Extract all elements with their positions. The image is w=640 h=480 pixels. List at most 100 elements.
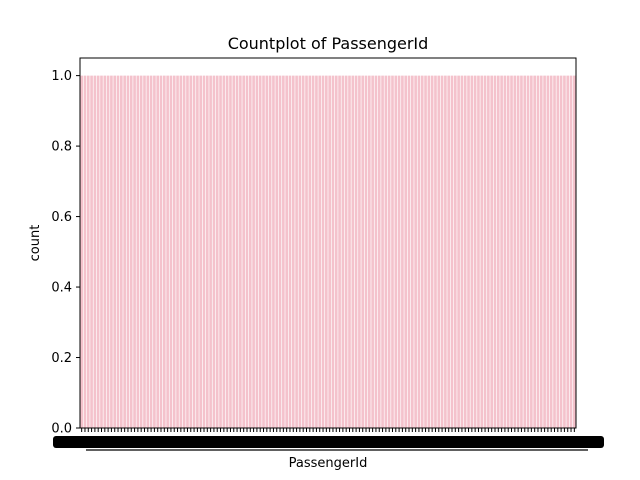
- bar: [417, 75, 421, 429]
- bar: [404, 75, 408, 429]
- bar: [239, 75, 242, 429]
- bar: [311, 75, 315, 429]
- bar: [103, 75, 107, 429]
- bar: [169, 75, 173, 429]
- y-tick-label: 0.0: [51, 422, 72, 437]
- bar: [394, 75, 398, 429]
- bar: [546, 75, 550, 429]
- bar: [543, 75, 546, 429]
- bar: [205, 75, 209, 429]
- bar: [453, 75, 457, 429]
- bar: [90, 75, 93, 429]
- bar: [520, 75, 523, 429]
- bar: [163, 75, 166, 429]
- bar: [341, 75, 345, 429]
- bar: [430, 75, 434, 429]
- bar: [202, 75, 206, 429]
- bar: [539, 75, 543, 429]
- bar: [209, 75, 212, 429]
- bar: [493, 75, 497, 429]
- bar: [338, 75, 341, 429]
- bar: [315, 75, 318, 429]
- bar: [374, 75, 378, 429]
- bar: [278, 75, 282, 429]
- bar: [361, 75, 365, 429]
- bar: [215, 75, 219, 429]
- bar: [460, 75, 464, 429]
- bar: [487, 75, 490, 429]
- bar: [440, 75, 444, 429]
- bar: [262, 75, 265, 429]
- bar: [559, 75, 563, 429]
- bar-group: [80, 75, 576, 429]
- bar: [255, 75, 259, 429]
- bar: [457, 75, 460, 429]
- bar: [106, 75, 110, 429]
- bar: [480, 75, 484, 429]
- bar: [159, 75, 163, 429]
- bar: [328, 75, 331, 429]
- bar: [318, 75, 322, 429]
- bar: [420, 75, 424, 429]
- y-tick-label: 1.0: [51, 69, 72, 84]
- bar: [186, 75, 189, 429]
- bar: [500, 75, 503, 429]
- bar: [242, 75, 246, 429]
- bar: [427, 75, 431, 429]
- bar: [225, 75, 229, 429]
- bar: [434, 75, 437, 429]
- bar: [110, 75, 113, 429]
- bar: [235, 75, 239, 429]
- bar: [536, 75, 540, 429]
- bar: [146, 75, 150, 429]
- bar: [556, 75, 560, 429]
- plot-frame: [79, 57, 577, 429]
- bar: [129, 75, 133, 429]
- bar: [248, 75, 252, 429]
- bar: [516, 75, 520, 429]
- bar: [116, 75, 120, 429]
- bar: [371, 75, 374, 429]
- x-tick-labels-overlap: [53, 436, 604, 448]
- bar: [149, 75, 153, 429]
- bar: [212, 75, 216, 429]
- bar: [573, 75, 576, 429]
- bar: [272, 75, 275, 429]
- bar: [143, 75, 146, 429]
- bar: [397, 75, 401, 429]
- bar: [295, 75, 298, 429]
- bar: [172, 75, 176, 429]
- bar: [477, 75, 480, 429]
- bar: [285, 75, 288, 429]
- bar: [133, 75, 136, 429]
- bar: [275, 75, 279, 429]
- bar: [321, 75, 325, 429]
- bar: [447, 75, 451, 429]
- bar: [526, 75, 530, 429]
- bar: [331, 75, 335, 429]
- y-axis: 0.0 0.2 0.4 0.6 0.8 1.0: [51, 69, 80, 437]
- bar: [510, 75, 513, 429]
- bar: [298, 75, 302, 429]
- bar: [308, 75, 312, 429]
- bar: [192, 75, 196, 429]
- bar: [450, 75, 454, 429]
- bar: [189, 75, 193, 429]
- bar: [351, 75, 355, 429]
- bar: [473, 75, 477, 429]
- bar: [166, 75, 169, 429]
- y-tick-label: 0.6: [51, 210, 72, 225]
- bar: [348, 75, 351, 429]
- bar: [496, 75, 500, 429]
- bar: [368, 75, 371, 429]
- bar: [444, 75, 447, 429]
- bar: [334, 75, 338, 429]
- bar: [354, 75, 358, 429]
- bar: [268, 75, 272, 429]
- bar: [549, 75, 553, 429]
- bar: [153, 75, 156, 429]
- bar: [467, 75, 470, 429]
- x-axis-label: PassengerId: [289, 456, 368, 471]
- bar: [156, 75, 160, 429]
- bar: [93, 75, 97, 429]
